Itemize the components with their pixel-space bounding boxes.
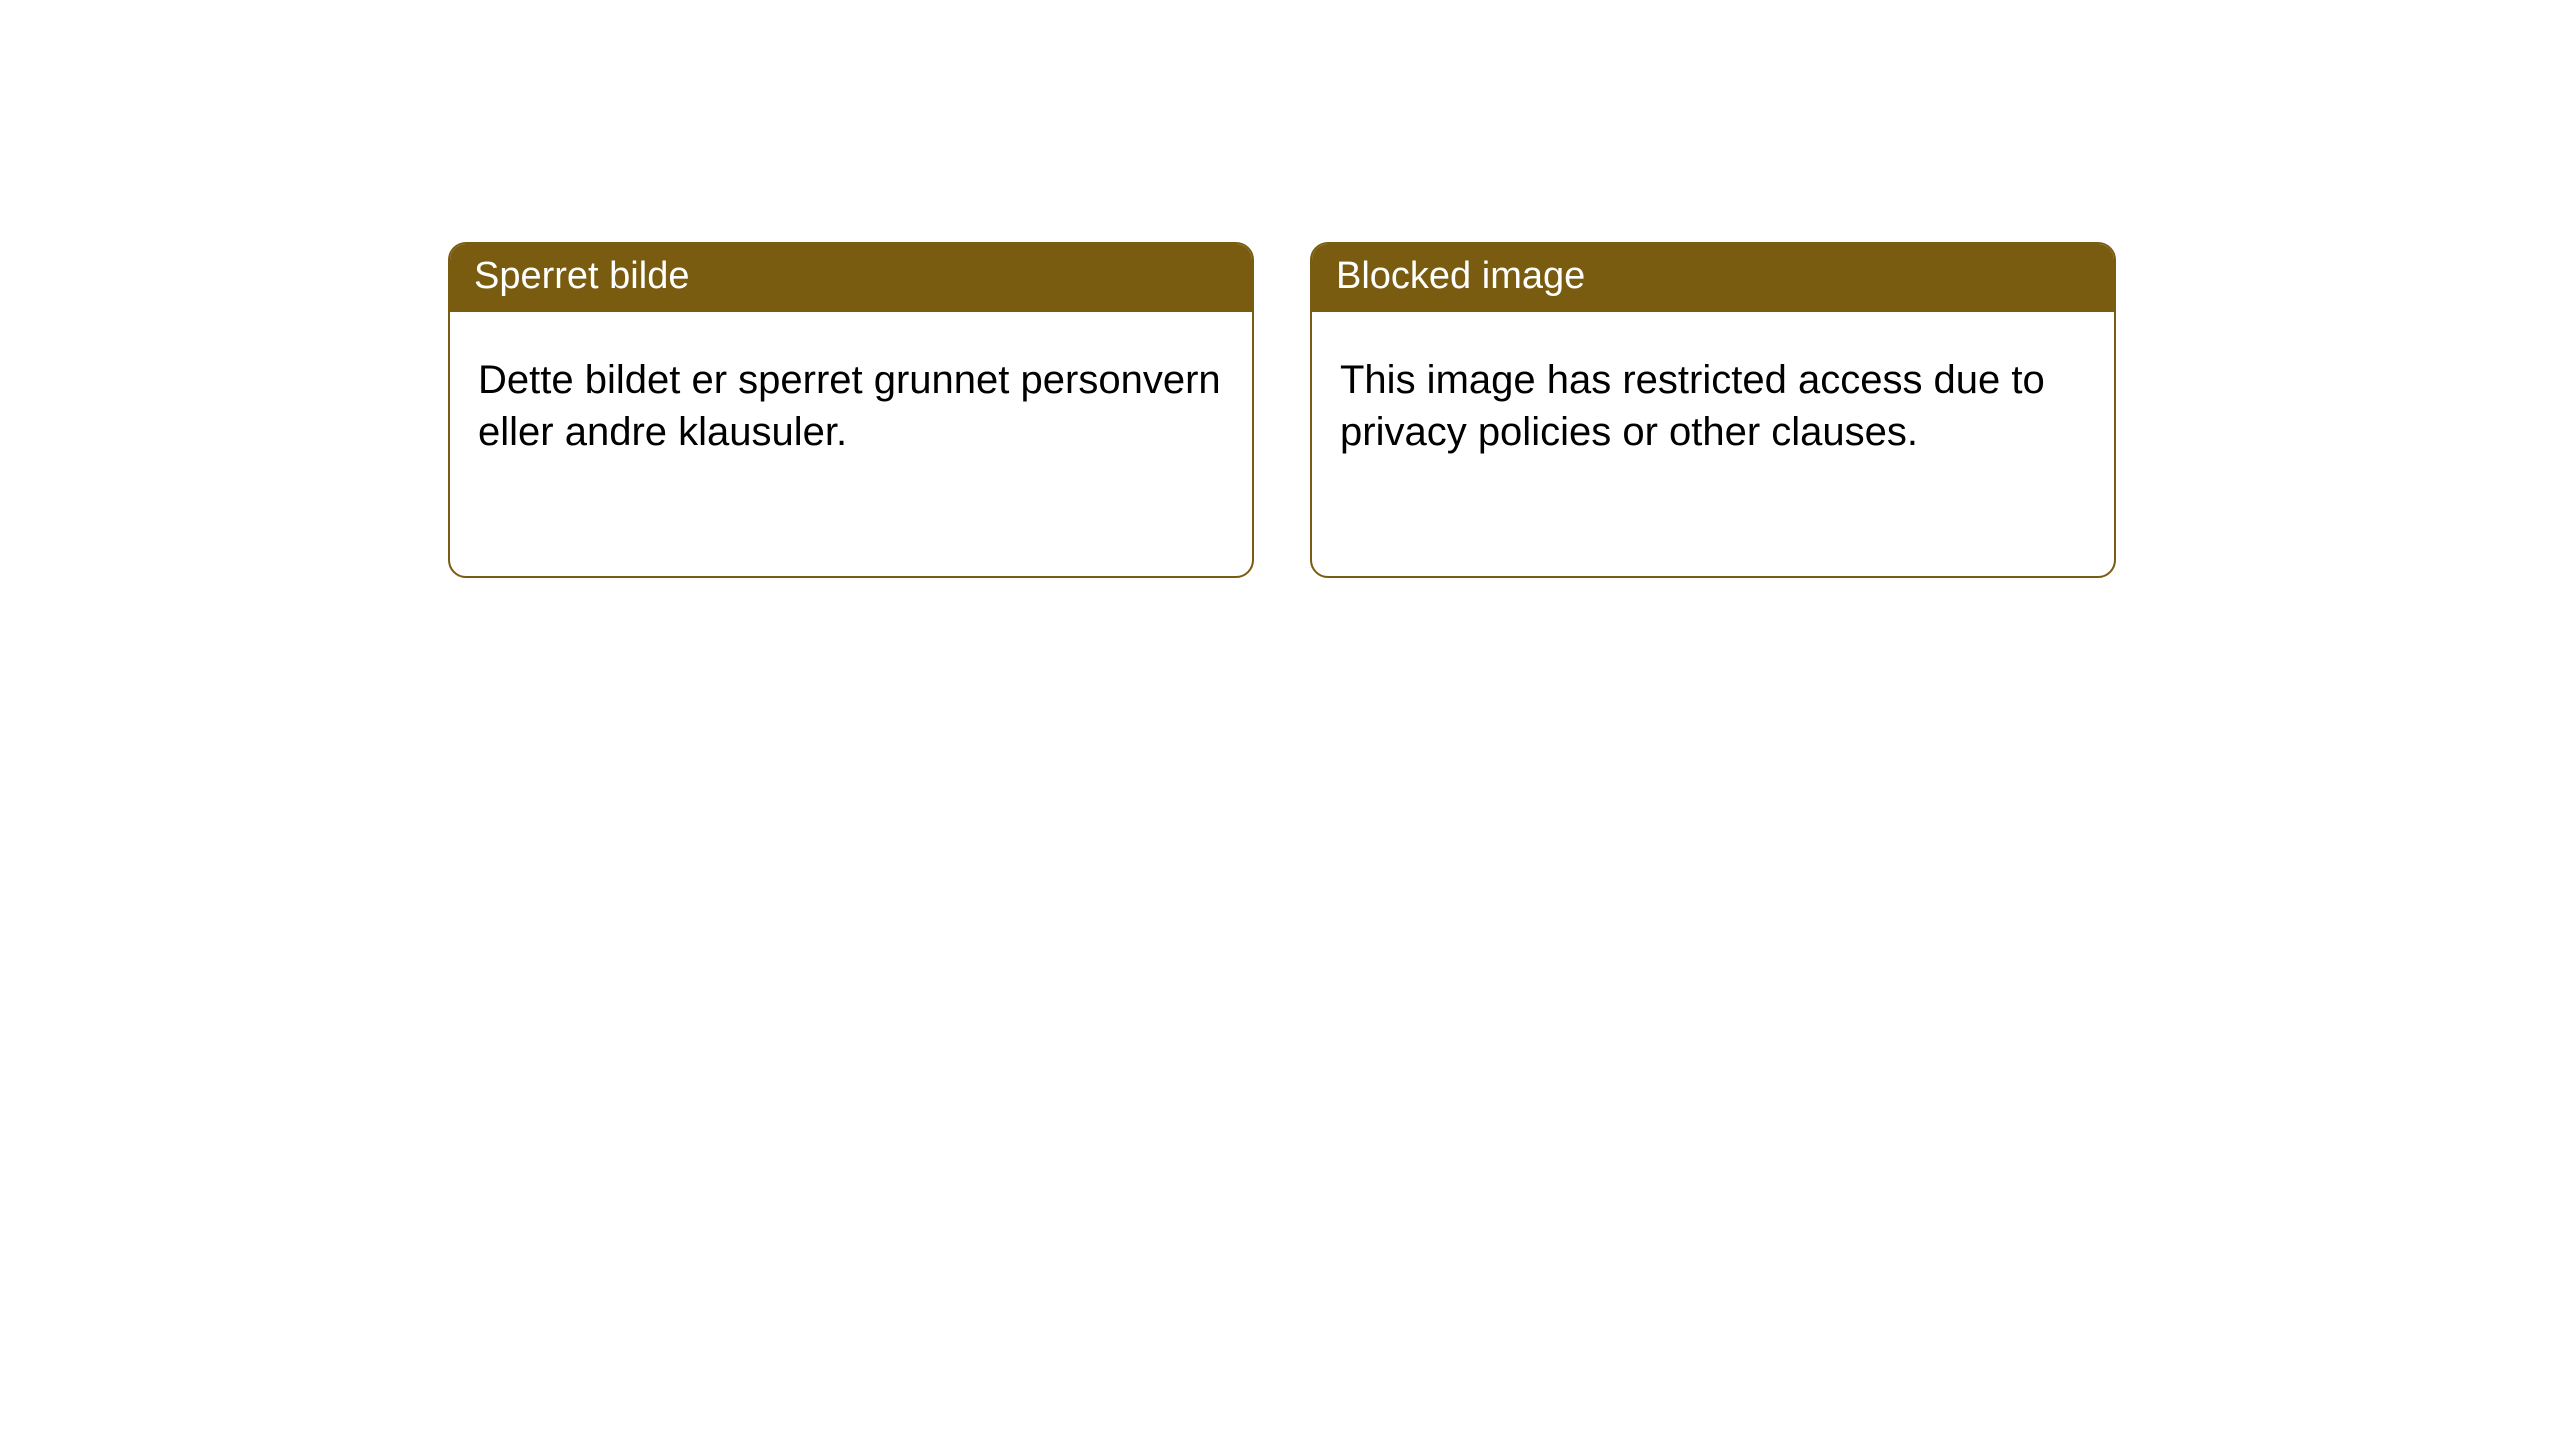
notice-header: Blocked image bbox=[1312, 244, 2114, 312]
notice-box-english: Blocked image This image has restricted … bbox=[1310, 242, 2116, 578]
notice-body: Dette bildet er sperret grunnet personve… bbox=[450, 312, 1252, 486]
notice-header: Sperret bilde bbox=[450, 244, 1252, 312]
notice-body: This image has restricted access due to … bbox=[1312, 312, 2114, 486]
notice-box-norwegian: Sperret bilde Dette bildet er sperret gr… bbox=[448, 242, 1254, 578]
notice-container: Sperret bilde Dette bildet er sperret gr… bbox=[0, 0, 2560, 578]
